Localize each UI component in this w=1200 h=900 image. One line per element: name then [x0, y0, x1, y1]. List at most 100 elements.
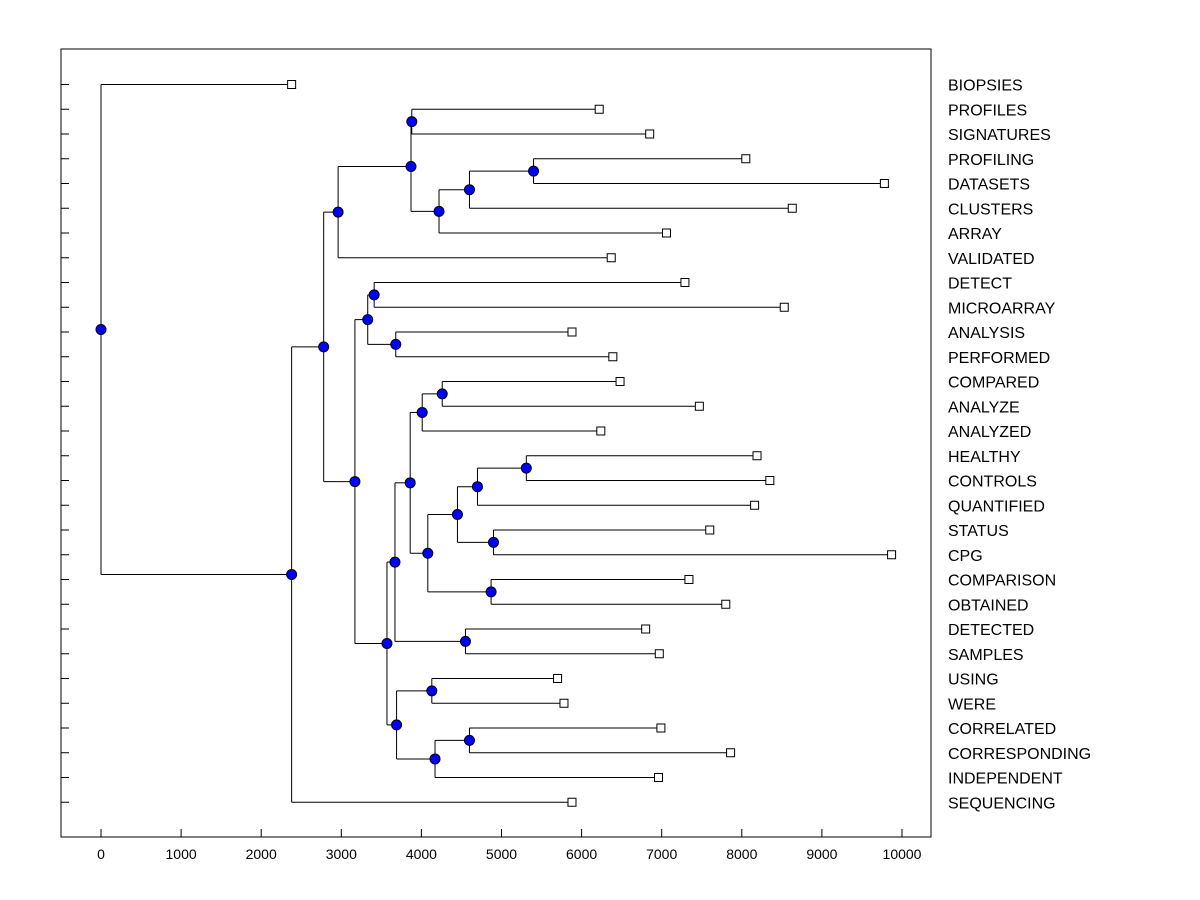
node-marker-n22 [463, 734, 475, 746]
leaf-label-profiles: PROFILES [948, 102, 1027, 119]
leaf-marker-profiles [594, 104, 604, 114]
leaf-label-array: ARRAY [948, 226, 1002, 243]
leaf-label-comparison: COMPARISON [948, 573, 1056, 590]
x-tick-label-10000: 10000 [883, 846, 922, 862]
leaf-label-status: STATUS [948, 523, 1009, 540]
merge-node-markers [95, 116, 540, 765]
node-marker-n5 [405, 160, 417, 172]
leaf-label-were: WERE [948, 696, 996, 713]
plot-frame [60, 48, 932, 838]
leaf-marker-samples [654, 649, 664, 659]
leaf-marker-quantified [750, 500, 760, 510]
leaf-label-analyze: ANALYZE [948, 399, 1020, 416]
leaf-marker-profiling [741, 154, 751, 164]
x-axis: 0 1000 2000 3000 4000 5000 6000 7000 8000 9000 100… [97, 829, 922, 862]
leaf-marker-biopsies [287, 80, 297, 89]
x-tick-label-2000: 2000 [246, 846, 277, 862]
leaf-marker-controls [765, 476, 775, 485]
node-marker-n13 [471, 481, 483, 493]
leaf-marker-correlated [656, 723, 666, 733]
node-marker-n7 [368, 289, 380, 301]
leaf-marker-analysis [567, 327, 577, 337]
leaf-label-clusters: CLUSTERS [948, 201, 1033, 218]
leaf-labels: BIOPSIES PROFILES SIGNATURES PROFILING DATAS… [948, 78, 1091, 813]
leaf-marker-microarray [779, 302, 789, 312]
node-marker-n18 [404, 477, 416, 489]
x-tick-label-1000: 1000 [166, 846, 197, 862]
leaf-label-cpg: CPG [948, 548, 983, 565]
leaf-marker-sequencing [567, 797, 577, 807]
leaf-label-detected: DETECTED [948, 622, 1034, 639]
node-marker-n8 [390, 338, 402, 350]
leaf-label-obtained: OBTAINED [948, 597, 1029, 614]
node-marker-n14 [487, 536, 499, 548]
node-marker-n16 [485, 586, 497, 598]
leaf-marker-compared [615, 377, 625, 386]
node-marker-n23 [429, 753, 441, 765]
leaf-marker-obtained [721, 599, 731, 609]
leaf-marker-cpg [887, 550, 897, 560]
leaf-marker-analyze [694, 401, 704, 411]
x-tick-label-9000: 9000 [806, 846, 837, 862]
x-tick-label-0: 0 [97, 846, 105, 862]
x-tick-label-8000: 8000 [726, 846, 757, 862]
node-marker-n1 [406, 116, 418, 128]
leaf-label-samples: SAMPLES [948, 647, 1024, 664]
leaf-marker-detected [641, 624, 651, 634]
node-marker-n15 [451, 509, 463, 521]
leaf-label-detect: DETECT [948, 276, 1012, 293]
leaf-label-analyzed: ANALYZED [948, 424, 1031, 441]
leaf-label-microarray: MICROARRAY [948, 300, 1056, 317]
x-tick-label-3000: 3000 [326, 846, 357, 862]
leaf-markers [287, 80, 897, 807]
leaf-label-quantified: QUANTIFIED [948, 498, 1045, 515]
x-tick-label-6000: 6000 [566, 846, 597, 862]
node-marker-n6 [332, 206, 344, 218]
leaf-label-analysis: ANALYSIS [948, 325, 1025, 342]
node-marker-n21 [426, 685, 438, 697]
node-marker-n25 [381, 638, 393, 650]
leaf-label-performed: PERFORMED [948, 350, 1050, 367]
node-marker-n28 [286, 569, 298, 581]
leaf-label-validated: VALIDATED [948, 251, 1035, 268]
leaf-marker-array [662, 228, 672, 238]
leaf-label-corresponding: CORRESPONDING [948, 746, 1091, 763]
node-marker-n26 [349, 476, 361, 488]
node-marker-n19 [459, 635, 471, 647]
node-marker-n3 [463, 184, 475, 196]
leaf-label-independent: INDEPENDENT [948, 771, 1063, 788]
leaf-label-signatures: SIGNATURES [948, 127, 1051, 144]
leaf-marker-healthy [752, 451, 762, 461]
node-marker-n4 [433, 205, 445, 217]
node-marker-n24 [391, 719, 403, 731]
y-tick-marks [61, 84, 69, 803]
leaf-marker-were [559, 698, 569, 708]
leaf-marker-using [553, 674, 563, 683]
leaf-label-using: USING [948, 672, 999, 689]
node-marker-n27 [318, 341, 330, 353]
leaf-marker-performed [608, 352, 618, 362]
leaf-label-healthy: HEALTHY [948, 449, 1021, 466]
leaf-marker-corresponding [726, 748, 736, 758]
node-marker-n12 [520, 462, 532, 474]
leaf-marker-status [705, 525, 715, 535]
leaf-label-controls: CONTROLS [948, 474, 1037, 491]
leaf-label-datasets: DATASETS [948, 177, 1030, 194]
leaf-label-biopsies: BIOPSIES [948, 78, 1023, 95]
x-tick-label-5000: 5000 [486, 846, 517, 862]
x-tick-label-7000: 7000 [646, 846, 677, 862]
dendrogram-links [100, 84, 892, 803]
node-marker-n2 [528, 165, 540, 177]
leaf-marker-signatures [645, 129, 655, 139]
leaf-marker-detect [680, 278, 690, 287]
x-tick-label-4000: 4000 [406, 846, 437, 862]
node-marker-n29 [95, 324, 107, 336]
leaf-label-correlated: CORRELATED [948, 721, 1056, 738]
leaf-label-sequencing: SEQUENCING [948, 795, 1056, 812]
leaf-marker-validated [606, 253, 616, 263]
node-marker-n10 [436, 388, 448, 400]
node-marker-n9 [362, 314, 374, 326]
node-marker-n11 [416, 406, 428, 418]
leaf-marker-analyzed [596, 426, 606, 436]
